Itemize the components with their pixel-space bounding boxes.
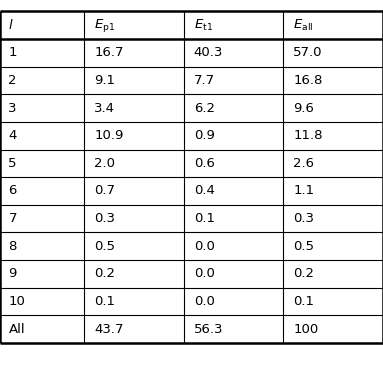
Text: 1: 1 xyxy=(8,46,17,59)
Text: 0.4: 0.4 xyxy=(194,184,215,197)
Text: 100: 100 xyxy=(293,323,319,336)
Text: 57.0: 57.0 xyxy=(293,46,323,59)
Text: 0.5: 0.5 xyxy=(94,240,115,253)
Text: 6: 6 xyxy=(8,184,17,197)
Text: 16.7: 16.7 xyxy=(94,46,124,59)
Text: 0.9: 0.9 xyxy=(194,129,215,142)
Text: $E_{\mathrm{p1}}$: $E_{\mathrm{p1}}$ xyxy=(94,17,116,34)
Text: 0.1: 0.1 xyxy=(194,212,215,225)
Text: 0.0: 0.0 xyxy=(194,240,215,253)
Text: 0.1: 0.1 xyxy=(94,295,115,308)
Text: 0.0: 0.0 xyxy=(194,267,215,280)
Text: 7: 7 xyxy=(8,212,17,225)
Text: 10.9: 10.9 xyxy=(94,129,124,142)
Text: 11.8: 11.8 xyxy=(293,129,323,142)
Text: 0.3: 0.3 xyxy=(94,212,115,225)
Text: 40.3: 40.3 xyxy=(194,46,223,59)
Text: 9.6: 9.6 xyxy=(293,102,314,115)
Text: 0.2: 0.2 xyxy=(293,267,314,280)
Text: 3.4: 3.4 xyxy=(94,102,115,115)
Text: $E_{\mathrm{all}}$: $E_{\mathrm{all}}$ xyxy=(293,18,314,33)
Text: 9: 9 xyxy=(8,267,17,280)
Text: $\it{l}$: $\it{l}$ xyxy=(8,18,13,32)
Text: 2.6: 2.6 xyxy=(293,157,314,170)
Text: 0.3: 0.3 xyxy=(293,212,314,225)
Text: 2.0: 2.0 xyxy=(94,157,115,170)
Text: All: All xyxy=(8,323,25,336)
Text: 0.2: 0.2 xyxy=(94,267,115,280)
Text: 16.8: 16.8 xyxy=(293,74,323,87)
Text: 0.5: 0.5 xyxy=(293,240,314,253)
Text: 6.2: 6.2 xyxy=(194,102,215,115)
Text: $E_{\mathrm{t1}}$: $E_{\mathrm{t1}}$ xyxy=(194,18,213,33)
Text: 0.7: 0.7 xyxy=(94,184,115,197)
Text: 0.0: 0.0 xyxy=(194,295,215,308)
Text: 7.7: 7.7 xyxy=(194,74,215,87)
Text: 8: 8 xyxy=(8,240,17,253)
Text: 0.6: 0.6 xyxy=(194,157,215,170)
Text: 10: 10 xyxy=(8,295,25,308)
Text: 4: 4 xyxy=(8,129,17,142)
Text: 0.1: 0.1 xyxy=(293,295,314,308)
Text: 3: 3 xyxy=(8,102,17,115)
Text: 43.7: 43.7 xyxy=(94,323,124,336)
Text: 5: 5 xyxy=(8,157,17,170)
Text: 1.1: 1.1 xyxy=(293,184,314,197)
Text: 2: 2 xyxy=(8,74,17,87)
Text: 9.1: 9.1 xyxy=(94,74,115,87)
Text: 56.3: 56.3 xyxy=(194,323,223,336)
